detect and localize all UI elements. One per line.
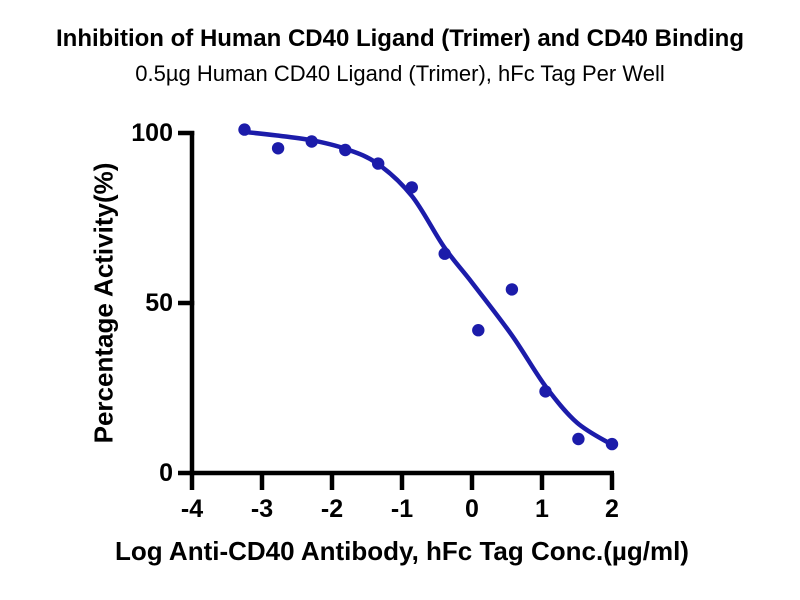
chart-title: Inhibition of Human CD40 Ligand (Trimer)… — [55, 25, 744, 52]
y-tick-label: 0 — [159, 459, 173, 487]
x-tick-label: -2 — [321, 495, 343, 523]
x-tick-label: -4 — [181, 495, 203, 523]
axes — [178, 130, 615, 490]
y-tick-label: 50 — [145, 289, 173, 317]
data-point — [438, 247, 451, 260]
data-point — [271, 142, 285, 155]
x-tick-label: -1 — [391, 495, 413, 523]
data-point — [372, 157, 385, 170]
y-tick-label: 100 — [131, 119, 173, 147]
data-point — [472, 324, 485, 337]
data-point — [505, 283, 519, 296]
data-point — [305, 135, 318, 148]
data-point — [339, 143, 352, 157]
x-tick-label: -3 — [251, 495, 273, 523]
fit-curve-path — [242, 129, 615, 448]
data-point — [539, 385, 552, 398]
data-point — [572, 432, 585, 446]
x-tick-label: 1 — [535, 495, 549, 523]
x-tick-label: 0 — [465, 495, 479, 523]
x-axis-title: Log Anti-CD40 Antibody, hFc Tag Conc.(µg… — [115, 536, 689, 566]
tick-labels: 0 50 100 -4 -3 -2 -1 0 1 2 — [131, 119, 619, 523]
data-point — [605, 437, 619, 451]
x-tick-label: 2 — [605, 495, 619, 523]
data-point — [238, 123, 251, 136]
data-points — [238, 123, 619, 451]
data-point — [405, 181, 418, 194]
chart-subtitle: 0.5µg Human CD40 Ligand (Trimer), hFc Ta… — [135, 61, 665, 86]
fit-curve — [242, 129, 615, 448]
